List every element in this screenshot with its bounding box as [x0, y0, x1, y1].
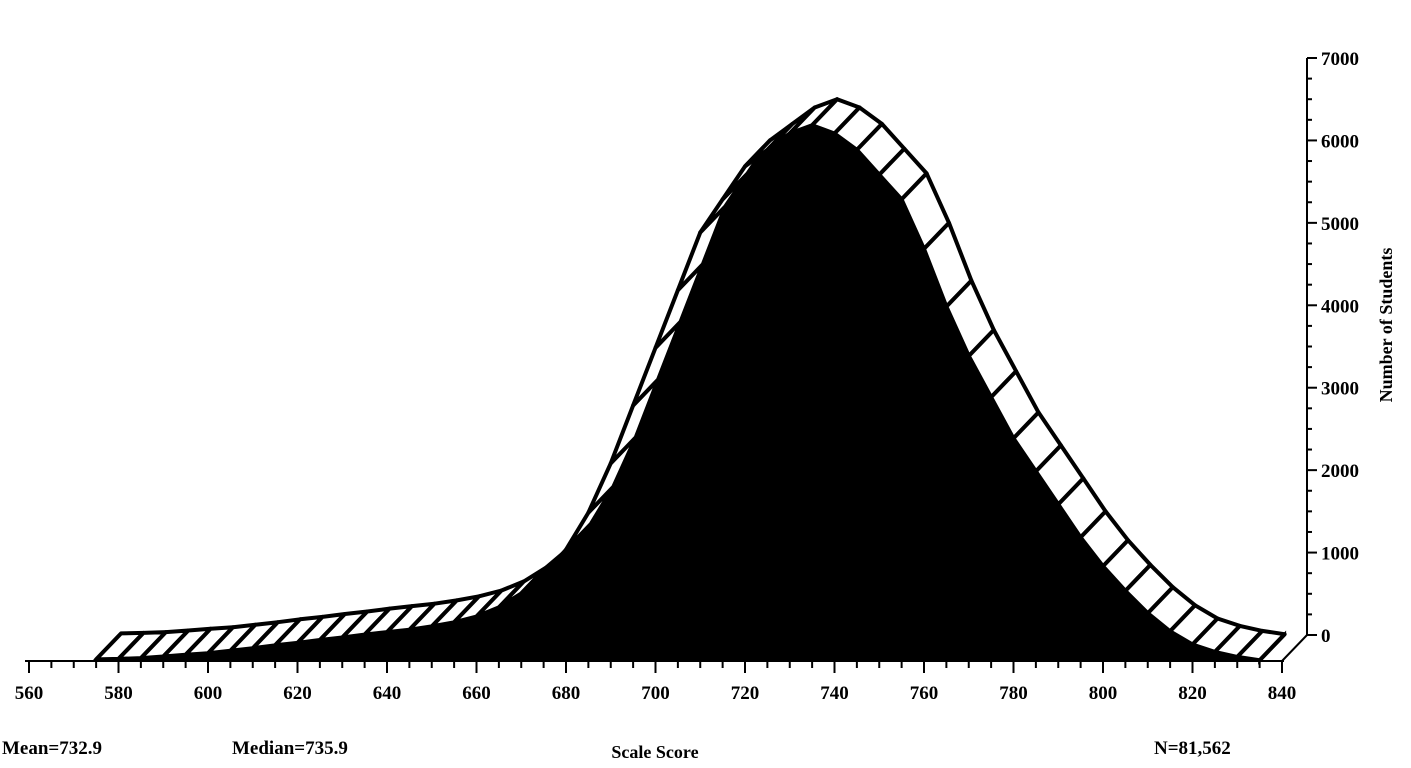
y-tick-label: 7000 [1321, 49, 1359, 70]
x-tick-label: 580 [104, 683, 133, 704]
x-tick-label: 600 [194, 683, 223, 704]
y-tick-label: 0 [1321, 626, 1331, 647]
x-tick-label: 780 [999, 683, 1028, 704]
x-tick-label: 560 [15, 683, 44, 704]
median-annotation: Median=735.9 [232, 738, 348, 759]
x-tick-label: 680 [552, 683, 581, 704]
distribution-area [95, 124, 1261, 662]
y-tick-label: 6000 [1321, 131, 1359, 152]
y-axis: 0 1000 2000 3000 4000 5000 6000 7000 [1306, 49, 1359, 647]
ribbon-layer [93, 97, 1287, 665]
y-axis-title: Number of Students [1376, 248, 1396, 403]
y-tick-label: 4000 [1321, 296, 1359, 317]
x-tick-label: 700 [641, 683, 670, 704]
y-tick-label: 5000 [1321, 214, 1359, 235]
x-tick-label: 840 [1268, 683, 1297, 704]
x-tick-label: 720 [731, 683, 760, 704]
y-tick-label: 1000 [1321, 544, 1359, 565]
x-tick-label: 800 [1089, 683, 1118, 704]
mean-annotation: Mean=732.9 [2, 738, 103, 759]
ribbon-start-cap [93, 632, 123, 663]
area-layer [95, 124, 1261, 662]
x-tick-label: 640 [373, 683, 402, 704]
depth-edge [1281, 634, 1308, 662]
x-axis-title: Scale Score [611, 742, 698, 762]
x-tick-label: 740 [820, 683, 849, 704]
x-axis: 560 580 600 620 640 660 680 700 720 740 760 780 800 8… [15, 634, 1308, 704]
x-tick-label: 620 [283, 683, 312, 704]
x-tick-label: 760 [910, 683, 939, 704]
y-tick-label: 2000 [1321, 461, 1359, 482]
n-annotation: N=81,562 [1154, 738, 1231, 759]
x-tick-label: 820 [1178, 683, 1207, 704]
y-tick-label: 3000 [1321, 379, 1359, 400]
x-tick-label: 660 [462, 683, 491, 704]
